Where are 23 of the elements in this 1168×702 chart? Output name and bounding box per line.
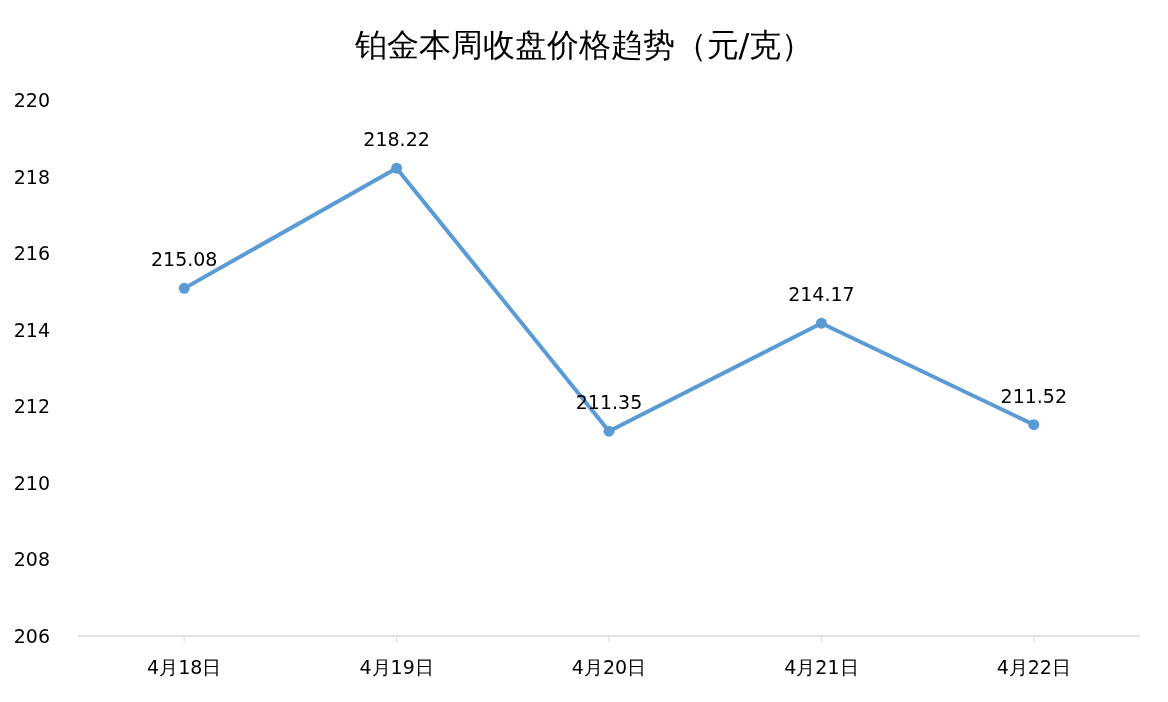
x-tick-label: 4月18日 bbox=[147, 656, 222, 678]
x-tick-label: 4月21日 bbox=[784, 656, 859, 678]
x-tick-label: 4月22日 bbox=[996, 656, 1071, 678]
y-tick-label: 210 bbox=[13, 471, 50, 494]
chart-title: 铂金本周收盘价格趋势（元/克） bbox=[353, 26, 814, 64]
point bbox=[815, 317, 827, 329]
point bbox=[178, 282, 190, 294]
point bbox=[603, 425, 615, 437]
point bbox=[1028, 419, 1040, 431]
y-tick-label: 214 bbox=[13, 318, 50, 341]
y-tick-label: 216 bbox=[13, 242, 50, 265]
y-tick-label: 208 bbox=[13, 548, 50, 571]
y-tick-label: 218 bbox=[13, 165, 50, 188]
x-tick-label: 4月19日 bbox=[359, 656, 434, 678]
y-tick-label: 220 bbox=[13, 89, 50, 111]
x-tick-label: 4月20日 bbox=[571, 656, 647, 678]
data-label: 211.52 bbox=[1000, 384, 1068, 407]
data-label: 215.08 bbox=[150, 248, 218, 271]
point bbox=[391, 162, 403, 174]
y-tick-label: 206 bbox=[13, 625, 50, 647]
data-label: 214.17 bbox=[788, 283, 855, 306]
data-label: 218.22 bbox=[363, 128, 430, 151]
y-tick-label: 212 bbox=[13, 395, 50, 418]
